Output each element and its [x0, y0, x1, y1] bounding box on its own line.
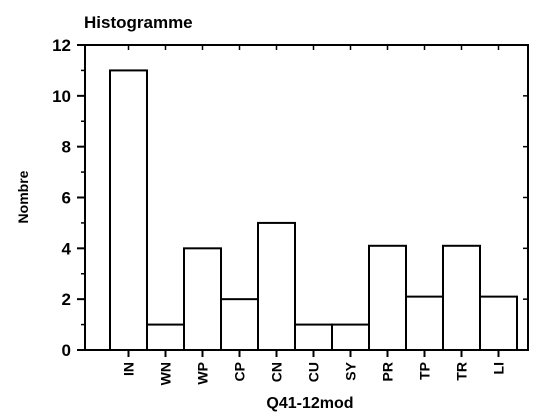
x-tick-label: CN [269, 362, 285, 382]
x-tick-label: WN [158, 362, 174, 385]
y-tick-label: 0 [62, 341, 71, 360]
y-tick-label: 10 [52, 87, 71, 106]
bar [220, 298, 259, 351]
x-tick-label: PR [380, 362, 396, 381]
bar [294, 323, 333, 352]
x-tick-label: WP [195, 362, 211, 385]
y-tick-label: 6 [62, 189, 71, 208]
x-tick-label: CP [232, 362, 248, 381]
x-tick-label: TP [417, 362, 433, 380]
y-axis-label: Nombre [15, 170, 31, 223]
x-tick-label: LI [491, 362, 507, 374]
y-tick-label: 2 [62, 290, 71, 309]
bar [479, 295, 518, 351]
x-axis-label: Q41-12mod [266, 395, 353, 412]
bar [109, 69, 148, 352]
y-tick-label: 12 [52, 36, 71, 55]
bar [331, 323, 370, 352]
x-tick-label: SY [343, 361, 359, 380]
bar [442, 244, 481, 352]
bar [257, 221, 296, 352]
x-tick-label: IN [121, 362, 137, 376]
y-tick-label: 8 [62, 138, 71, 157]
bar [146, 323, 185, 352]
x-tick-label: TR [454, 362, 470, 381]
bar [405, 295, 444, 351]
bar [183, 247, 222, 351]
x-tick-label: CU [306, 362, 322, 382]
plot-area: 0 2 4 6 8 10 12 IN WN WP CP CN CU SY PR TP TR LI [52, 36, 529, 385]
chart-title: Histogramme [84, 13, 193, 32]
bar [368, 244, 407, 352]
y-tick-label: 4 [62, 239, 72, 258]
